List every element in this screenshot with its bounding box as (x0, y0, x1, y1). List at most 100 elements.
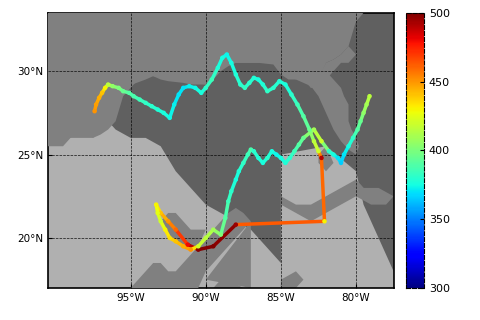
Point (194, 247, 202, 252)
Point (325, 149, 333, 154)
Point (185, 84, 193, 89)
Point (228, 60, 235, 65)
Point (125, 90, 133, 95)
Point (237, 82, 244, 87)
Point (164, 219, 172, 224)
Point (314, 149, 322, 154)
Point (270, 85, 277, 91)
Point (306, 127, 313, 132)
Polygon shape (48, 13, 363, 138)
Point (286, 155, 294, 160)
Point (154, 107, 162, 112)
Point (180, 244, 187, 249)
Polygon shape (48, 13, 363, 146)
Point (104, 82, 112, 87)
Polygon shape (281, 271, 303, 288)
Point (241, 85, 249, 91)
Point (360, 110, 367, 116)
Point (152, 202, 160, 207)
Polygon shape (48, 63, 303, 288)
Point (295, 142, 303, 147)
Point (115, 85, 122, 91)
Point (259, 160, 267, 165)
Point (321, 219, 328, 224)
Point (172, 227, 180, 232)
Point (349, 135, 357, 140)
Point (273, 152, 280, 157)
Point (366, 94, 373, 99)
Point (130, 94, 137, 99)
Point (340, 152, 348, 157)
Polygon shape (281, 146, 394, 288)
Point (184, 242, 192, 247)
Point (310, 139, 318, 144)
Polygon shape (303, 46, 356, 88)
Point (282, 160, 289, 165)
Point (194, 244, 202, 249)
Point (218, 55, 226, 60)
Point (318, 139, 325, 144)
Point (223, 52, 231, 57)
Point (232, 177, 240, 182)
Point (209, 227, 217, 232)
Point (288, 92, 295, 97)
Point (197, 90, 205, 95)
Point (254, 155, 262, 160)
Point (217, 232, 225, 237)
Point (290, 149, 298, 154)
Point (170, 102, 178, 107)
Point (300, 114, 307, 119)
Polygon shape (131, 208, 251, 288)
Point (95, 95, 103, 100)
Point (202, 236, 210, 241)
Point (276, 79, 283, 84)
Point (357, 119, 364, 124)
Point (92, 102, 100, 107)
Point (225, 199, 232, 204)
Point (254, 77, 262, 82)
Point (157, 219, 165, 224)
Point (232, 222, 240, 227)
Point (337, 160, 345, 165)
Point (175, 92, 182, 97)
Point (109, 84, 117, 89)
Point (345, 144, 352, 149)
Point (268, 149, 276, 154)
Point (232, 72, 240, 77)
Point (282, 82, 289, 87)
Point (180, 85, 187, 91)
Point (172, 239, 180, 244)
Point (192, 85, 199, 91)
Point (91, 109, 98, 114)
Point (166, 236, 174, 241)
Point (209, 244, 217, 249)
Point (136, 97, 144, 102)
Point (148, 104, 156, 109)
Point (98, 90, 106, 95)
Point (318, 155, 325, 160)
Point (157, 210, 165, 215)
Point (101, 85, 109, 91)
Point (235, 169, 243, 174)
Point (240, 160, 247, 165)
Point (354, 127, 361, 132)
Polygon shape (281, 180, 363, 221)
Point (250, 75, 258, 80)
Point (221, 215, 229, 220)
Point (259, 82, 267, 87)
Polygon shape (303, 66, 359, 155)
Point (160, 110, 168, 116)
Point (363, 102, 371, 107)
Point (161, 227, 169, 232)
Polygon shape (318, 146, 334, 171)
Point (245, 80, 253, 85)
Point (264, 155, 271, 160)
Point (264, 89, 271, 94)
Point (247, 147, 255, 152)
Point (244, 152, 252, 157)
Point (300, 135, 307, 140)
Polygon shape (161, 213, 206, 246)
Point (310, 127, 318, 132)
Point (294, 102, 301, 107)
Point (330, 152, 337, 157)
